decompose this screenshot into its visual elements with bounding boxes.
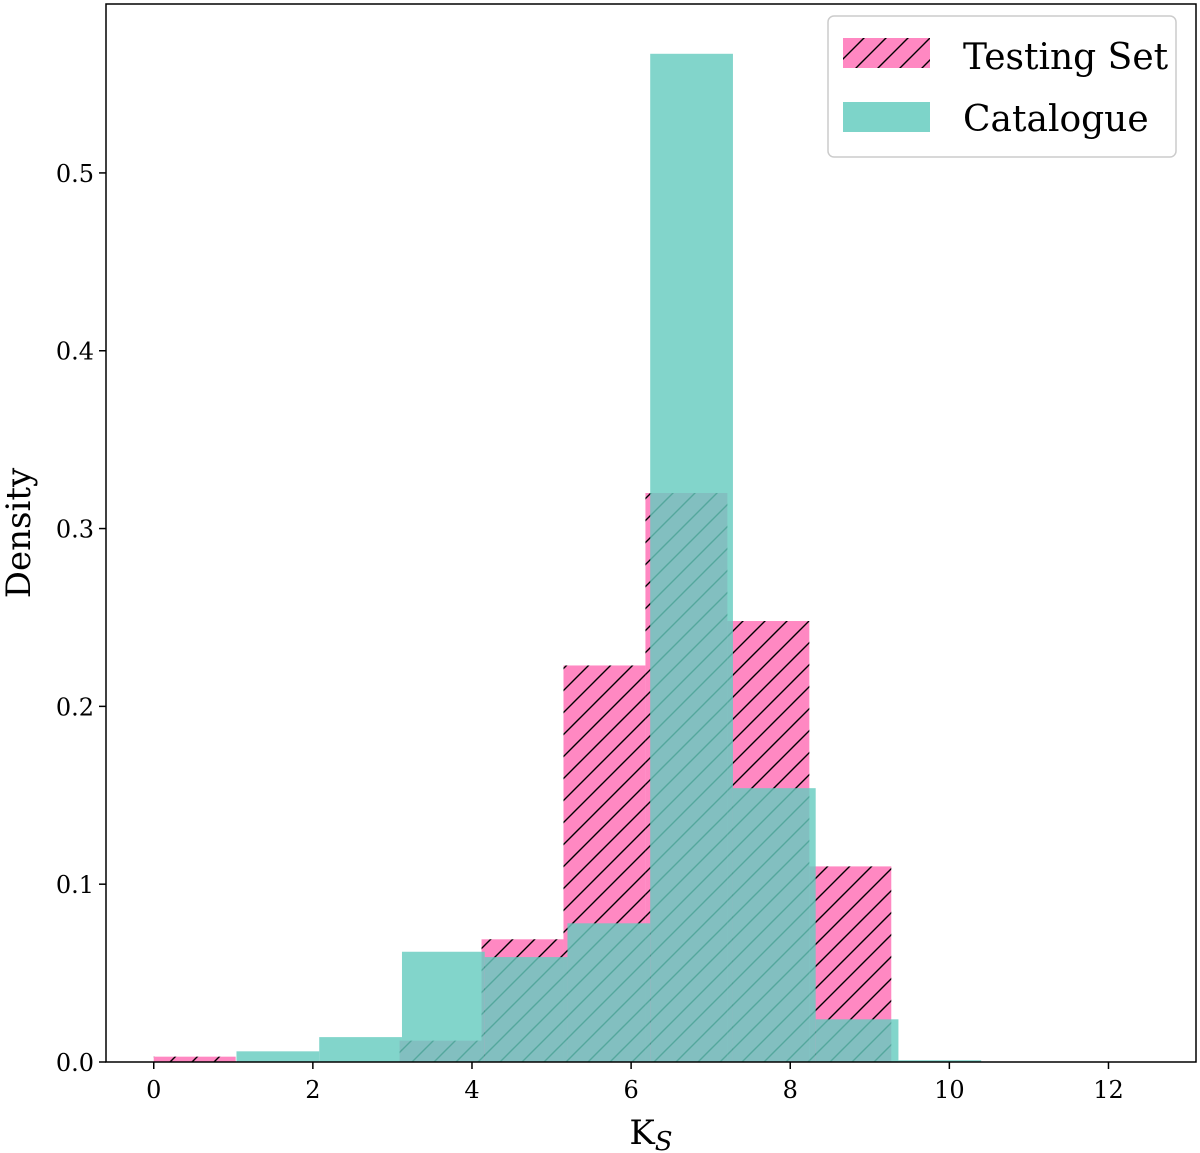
- catalogue-bar: [732, 788, 816, 1062]
- catalogue-bar: [815, 1019, 899, 1062]
- legend-swatch-catalogue: [843, 102, 930, 132]
- y-tick-label: 0.2: [56, 693, 94, 721]
- x-tick-label: 2: [305, 1076, 320, 1104]
- catalogue-bar: [567, 923, 651, 1062]
- x-tick-label: 10: [934, 1076, 965, 1104]
- y-tick-label: 0.5: [56, 160, 94, 188]
- catalogue-bar: [650, 53, 733, 1063]
- x-tick-label: 12: [1093, 1076, 1124, 1104]
- y-axis-label: Density: [0, 467, 39, 598]
- catalogue-bar: [236, 1051, 320, 1062]
- testing-set-bar-hatch: [153, 1056, 236, 1062]
- catalogue-bar: [898, 1060, 982, 1062]
- catalogue-bar: [484, 957, 568, 1062]
- legend-label-catalogue: Catalogue: [963, 99, 1149, 140]
- x-axis: 0 2 4 6 8 10 12: [146, 1062, 1124, 1104]
- y-tick-label: 0.1: [56, 871, 94, 899]
- y-tick-label: 0.0: [56, 1049, 94, 1077]
- plot-area: [153, 53, 982, 1063]
- x-tick-label: 0: [146, 1076, 161, 1104]
- plot-frame: [105, 3, 1197, 1063]
- x-tick-label: 6: [623, 1076, 638, 1104]
- y-axis: 0.0 0.1 0.2 0.3 0.4 0.5: [56, 160, 106, 1077]
- catalogue-bar: [401, 951, 485, 1062]
- x-tick-label: 8: [783, 1076, 798, 1104]
- catalogue-bar: [319, 1037, 402, 1062]
- x-tick-label: 4: [464, 1076, 479, 1104]
- legend-swatch-testing-set-hatch: [843, 38, 930, 68]
- y-tick-label: 0.3: [56, 516, 94, 544]
- legend-label-testing-set: Testing Set: [963, 37, 1169, 78]
- y-tick-label: 0.4: [56, 338, 94, 366]
- legend: Testing Set Catalogue: [827, 15, 1177, 158]
